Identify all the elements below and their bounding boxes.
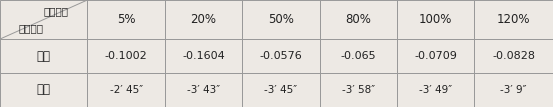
Bar (242, 0, 320, 39)
Bar (474, 0, 553, 39)
Bar (87, 39, 165, 73)
Text: 测试电流: 测试电流 (44, 6, 69, 16)
Text: 测试项目: 测试项目 (19, 23, 44, 33)
Text: -3′ 9″: -3′ 9″ (500, 85, 527, 95)
Text: 50%: 50% (268, 13, 294, 26)
Text: -0.065: -0.065 (341, 51, 376, 61)
Text: -3′ 58″: -3′ 58″ (342, 85, 375, 95)
Bar (397, 0, 474, 39)
Text: -3′ 43″: -3′ 43″ (187, 85, 220, 95)
Bar (320, 73, 397, 107)
Bar (474, 73, 553, 107)
Text: -0.0709: -0.0709 (414, 51, 457, 61)
Text: 20%: 20% (190, 13, 217, 26)
Bar (87, 0, 165, 39)
Text: 80%: 80% (346, 13, 371, 26)
Bar (165, 0, 242, 39)
Text: 比差: 比差 (36, 50, 51, 62)
Bar (320, 39, 397, 73)
Bar (0, 0, 87, 39)
Text: -2′ 45″: -2′ 45″ (109, 85, 143, 95)
Bar (0, 73, 87, 107)
Bar (0, 39, 87, 73)
Text: -0.1002: -0.1002 (105, 51, 148, 61)
Text: 角差: 角差 (36, 83, 51, 97)
Bar (165, 73, 242, 107)
Text: -0.0576: -0.0576 (259, 51, 302, 61)
Bar (165, 39, 242, 73)
Bar (242, 73, 320, 107)
Bar (397, 73, 474, 107)
Bar (242, 39, 320, 73)
Bar (87, 73, 165, 107)
Text: 5%: 5% (117, 13, 135, 26)
Text: -3′ 49″: -3′ 49″ (419, 85, 452, 95)
Bar (320, 0, 397, 39)
Text: -0.1604: -0.1604 (182, 51, 225, 61)
Bar (397, 39, 474, 73)
Text: 120%: 120% (497, 13, 530, 26)
Text: -0.0828: -0.0828 (492, 51, 535, 61)
Text: 100%: 100% (419, 13, 452, 26)
Bar (474, 39, 553, 73)
Text: -3′ 45″: -3′ 45″ (264, 85, 298, 95)
